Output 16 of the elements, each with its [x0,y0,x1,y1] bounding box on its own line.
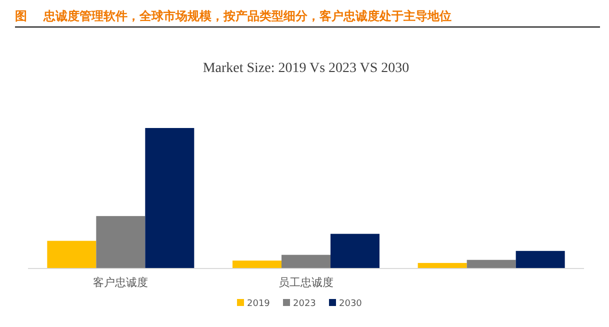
bar [330,234,380,268]
legend-label: 2030 [339,299,362,309]
bar [96,216,146,268]
legend-label: 2019 [247,299,270,309]
bar [282,254,330,268]
bar [145,128,194,268]
chart-subtitle: Market Size: 2019 Vs 2023 VS 2030 [202,61,410,76]
chart-title: 图 忠诚度管理软件，全球市场规模，按产品类型细分，客户忠诚度处于主导地位 [15,9,452,23]
legend-label: 2023 [293,299,316,309]
x-tick-label: 员工忠诚度 [278,276,334,289]
x-tick-label: 客户忠诚度 [93,276,148,289]
bar [47,240,96,268]
bar [516,250,565,268]
bar [232,260,282,268]
bar [418,262,467,268]
bar [466,260,516,268]
